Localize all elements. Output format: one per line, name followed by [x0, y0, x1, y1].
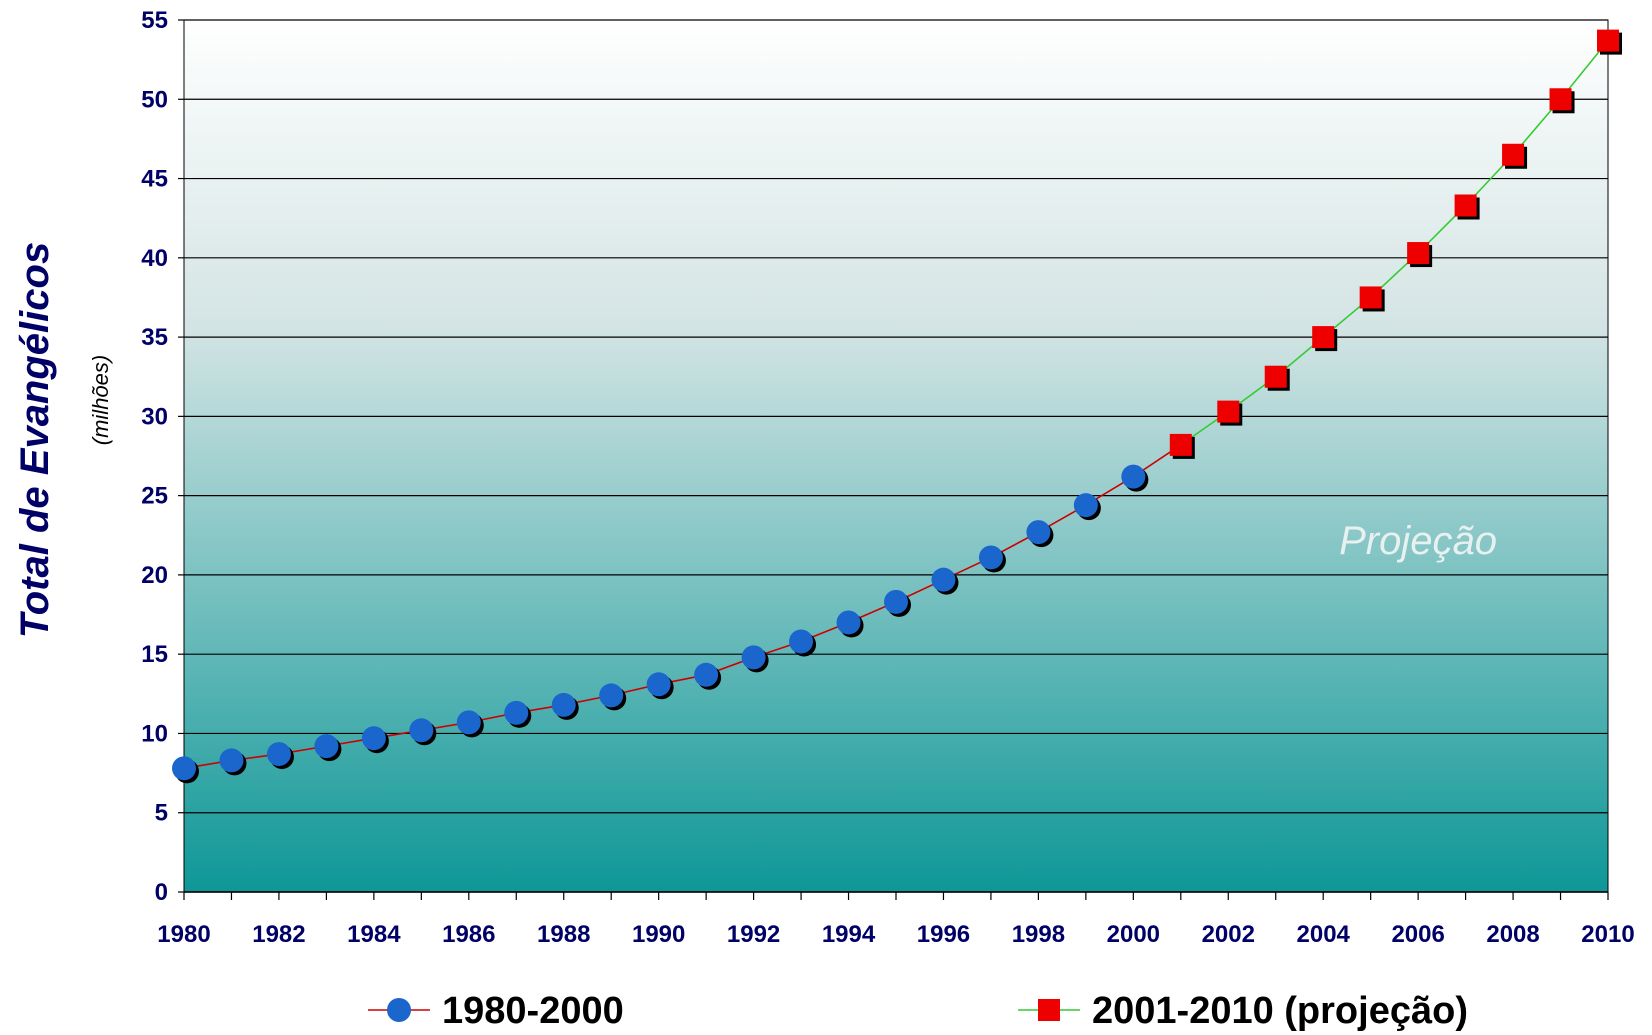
- y-tick-label-5: 5: [155, 800, 168, 827]
- x-tick-label-1990: 1990: [632, 921, 685, 948]
- data-point-2008: [1502, 143, 1525, 166]
- data-point-1985: [409, 718, 434, 743]
- legend-label-2: 2001-2010 (projeção): [1092, 990, 1468, 1032]
- data-point-2001: [1169, 433, 1192, 456]
- data-point-1980: [172, 756, 196, 781]
- y-tick-label-10: 10: [141, 720, 168, 747]
- data-point-1991: [694, 662, 719, 687]
- data-point-2005: [1359, 286, 1382, 309]
- data-point-1997: [978, 545, 1003, 570]
- x-tick-label-2004: 2004: [1297, 921, 1351, 948]
- y-tick-label-20: 20: [141, 562, 168, 589]
- y-tick-label-25: 25: [141, 483, 168, 510]
- x-tick-label-1992: 1992: [727, 921, 780, 948]
- y-tick-label-40: 40: [141, 245, 168, 272]
- data-point-2007: [1454, 194, 1477, 217]
- y-tick-label-35: 35: [141, 324, 168, 351]
- data-point-1992: [741, 645, 766, 670]
- x-tick-label-2008: 2008: [1486, 921, 1539, 948]
- data-point-1983: [314, 734, 339, 759]
- data-point-1984: [361, 726, 386, 751]
- y-tick-label-55: 55: [141, 7, 168, 34]
- x-tick-label-2006: 2006: [1391, 921, 1444, 948]
- data-point-2003: [1264, 365, 1287, 388]
- data-point-2009: [1549, 88, 1572, 111]
- y-tick-label-50: 50: [141, 86, 168, 113]
- x-tick-label-1994: 1994: [822, 921, 876, 948]
- y-tick-label-15: 15: [141, 641, 168, 668]
- data-point-2010: [1597, 29, 1619, 52]
- x-tick-label-1996: 1996: [917, 921, 970, 948]
- legend-marker-2: [1038, 999, 1060, 1021]
- x-tick-label-1980: 1980: [157, 921, 210, 948]
- legend-label-1: 1980-2000: [442, 990, 624, 1032]
- x-tick-label-1984: 1984: [347, 921, 401, 948]
- data-point-1987: [504, 700, 529, 725]
- x-tick-label-1986: 1986: [442, 921, 495, 948]
- data-point-1988: [551, 692, 576, 717]
- data-point-1986: [456, 710, 481, 735]
- data-point-2004: [1312, 326, 1335, 349]
- data-point-1993: [789, 629, 814, 654]
- data-point-1999: [1073, 493, 1098, 518]
- x-axis-ticks: 1980 1982 1984 1986 1988 1990 1992 1994 1996 1998…: [157, 891, 1635, 948]
- x-tick-label-2000: 2000: [1107, 921, 1160, 948]
- data-point-1998: [1026, 520, 1051, 545]
- legend: 1980-2000 2001-2010 (projeção): [368, 990, 1468, 1032]
- data-point-1996: [931, 567, 956, 592]
- x-tick-label-1982: 1982: [252, 921, 305, 948]
- x-tick-label-2010: 2010: [1581, 921, 1634, 948]
- x-tick-label-1998: 1998: [1012, 921, 1065, 948]
- data-point-1989: [599, 683, 624, 708]
- projection-annotation: Projeção: [1339, 519, 1497, 563]
- y-axis-ticks: 0 5 10 15 20 25 30 35 40 45 50 55: [141, 7, 184, 906]
- series-line-2: [1180, 40, 1609, 446]
- y-tick-label-0: 0: [155, 879, 168, 906]
- data-point-2002: [1217, 400, 1240, 423]
- legend-marker-1: [387, 998, 411, 1022]
- data-point-1994: [836, 610, 861, 635]
- data-point-1995: [884, 589, 908, 614]
- data-point-1990: [646, 672, 671, 697]
- y-tick-label-45: 45: [141, 166, 168, 193]
- data-point-2006: [1407, 242, 1430, 265]
- plot-area: [183, 19, 1609, 893]
- series-layer: [172, 29, 1622, 784]
- y-axis-title: Total de Evangélicos: [13, 242, 57, 638]
- data-point-1982: [266, 742, 291, 767]
- y-axis-subtitle: (milhões): [88, 355, 113, 445]
- x-tick-label-2002: 2002: [1202, 921, 1255, 948]
- y-tick-label-30: 30: [141, 403, 168, 430]
- data-point-2000: [1121, 464, 1146, 489]
- data-point-1981: [219, 748, 244, 773]
- x-tick-label-1988: 1988: [537, 921, 590, 948]
